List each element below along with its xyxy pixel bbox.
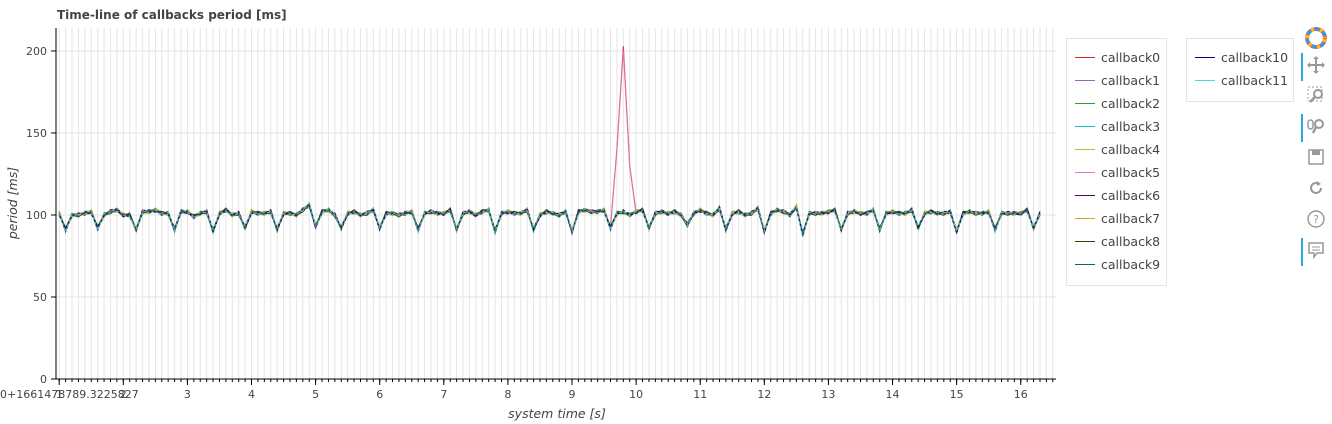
- legend-swatch: [1195, 80, 1215, 81]
- legend-label: callback1: [1101, 73, 1161, 88]
- legend-column-1: callback0 callback1 callback2 callback3 call…: [1066, 38, 1167, 286]
- chart-title: Time-line of callbacks period [ms]: [57, 8, 287, 22]
- legend-item-callback8[interactable]: callback8: [1075, 230, 1160, 253]
- x-tick-label: 8: [504, 388, 511, 401]
- save-tool[interactable]: [1300, 145, 1332, 173]
- wheel-zoom-icon: [1306, 116, 1326, 140]
- legend-swatch: [1075, 126, 1095, 127]
- x-tick-label: 2: [120, 388, 127, 401]
- x-tick-label: 6: [376, 388, 383, 401]
- legend-swatch: [1075, 195, 1095, 196]
- legend-item-callback3[interactable]: callback3: [1075, 115, 1160, 138]
- legend-label: callback8: [1101, 234, 1161, 249]
- legend-swatch: [1075, 172, 1095, 173]
- wheel-zoom-tool[interactable]: [1300, 114, 1332, 142]
- legend-item-callback0[interactable]: callback0: [1075, 46, 1160, 69]
- pan-icon: [1306, 55, 1326, 79]
- bokeh-logo-icon: [1305, 27, 1327, 53]
- bokeh-logo-tool[interactable]: [1300, 26, 1332, 54]
- grid: [56, 28, 1056, 380]
- legend-swatch: [1075, 57, 1095, 58]
- x-tick-label: 12: [757, 388, 771, 401]
- legend-label: callback7: [1101, 211, 1161, 226]
- legend-item-callback9[interactable]: callback9: [1075, 253, 1160, 276]
- legend-swatch: [1075, 241, 1095, 242]
- legend-swatch: [1075, 149, 1095, 150]
- x-tick-label: 16: [1014, 388, 1028, 401]
- x-tick-label: 5: [312, 388, 319, 401]
- svg-text:?: ?: [1313, 213, 1319, 226]
- legend-label: callback0: [1101, 50, 1161, 65]
- box-zoom-tool[interactable]: [1300, 83, 1332, 111]
- active-tool-indicator: [1301, 238, 1303, 266]
- legend-item-callback2[interactable]: callback2: [1075, 92, 1160, 115]
- legend-label: callback6: [1101, 188, 1161, 203]
- y-tick-label: 150: [26, 127, 47, 140]
- reset-tool[interactable]: [1300, 176, 1332, 204]
- legend-label: callback4: [1101, 142, 1161, 157]
- legend-label: callback9: [1101, 257, 1161, 272]
- legend-label: callback11: [1221, 73, 1289, 88]
- active-tool-indicator: [1301, 53, 1303, 81]
- help-icon: ?: [1306, 209, 1326, 233]
- legend-item-callback7[interactable]: callback7: [1075, 207, 1160, 230]
- legend-swatch: [1075, 218, 1095, 219]
- x-tick-label: 4: [248, 388, 255, 401]
- legend-column-2: callback10 callback11: [1186, 38, 1294, 102]
- legend-swatch: [1195, 57, 1215, 58]
- x-offset-label: 0+1661478789.3225827: [0, 388, 139, 401]
- legend-item-callback6[interactable]: callback6: [1075, 184, 1160, 207]
- x-tick-label: 10: [629, 388, 643, 401]
- legend-label: callback2: [1101, 96, 1161, 111]
- reset-icon: [1306, 178, 1326, 202]
- chart-toolbar: ?: [1300, 26, 1332, 276]
- y-tick-label: 0: [40, 373, 47, 386]
- y-axis-label: period [ms]: [5, 167, 20, 240]
- x-tick-label: 1: [56, 388, 63, 401]
- x-tick-label: 15: [950, 388, 964, 401]
- hover-tool[interactable]: [1300, 238, 1332, 266]
- x-tick-label: 14: [886, 388, 900, 401]
- x-tick-label: 13: [821, 388, 835, 401]
- legend-label: callback3: [1101, 119, 1161, 134]
- box-zoom-icon: [1306, 85, 1326, 109]
- hover-icon: [1306, 240, 1326, 264]
- legend-label: callback5: [1101, 165, 1161, 180]
- x-tick-label: 9: [569, 388, 576, 401]
- legend-swatch: [1075, 103, 1095, 104]
- pan-tool[interactable]: [1300, 53, 1332, 81]
- y-tick-label: 200: [26, 45, 47, 58]
- x-axis-label: system time [s]: [508, 406, 606, 421]
- legend-swatch: [1075, 80, 1095, 81]
- legend-item-callback4[interactable]: callback4: [1075, 138, 1160, 161]
- series-lines: [58, 46, 1041, 237]
- legend-label: callback10: [1221, 50, 1289, 65]
- help-tool[interactable]: ?: [1300, 207, 1332, 235]
- save-icon: [1306, 147, 1326, 171]
- x-tick-label: 11: [693, 388, 707, 401]
- series-callback11: [58, 201, 1041, 237]
- legend-item-callback5[interactable]: callback5: [1075, 161, 1160, 184]
- legend-item-callback11[interactable]: callback11: [1195, 69, 1288, 92]
- x-tick-label: 7: [440, 388, 447, 401]
- legend-swatch: [1075, 264, 1095, 265]
- legend-item-callback1[interactable]: callback1: [1075, 69, 1160, 92]
- active-tool-indicator: [1301, 114, 1303, 142]
- y-tick-label: 100: [26, 209, 47, 222]
- legend-item-callback10[interactable]: callback10: [1195, 46, 1288, 69]
- x-tick-label: 3: [184, 388, 191, 401]
- y-tick-label: 50: [33, 291, 47, 304]
